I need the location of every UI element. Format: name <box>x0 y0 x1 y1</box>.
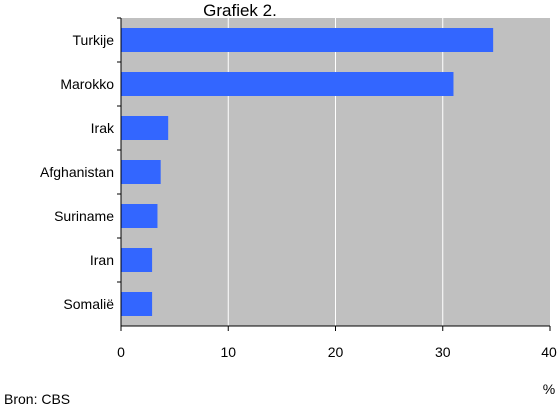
category-labels: Turkije Marokko Irak Afghanistan Suriname Ira… <box>40 32 115 312</box>
bar <box>121 28 494 52</box>
bar <box>121 248 153 272</box>
x-tick-label: 10 <box>220 344 236 360</box>
category-label: Suriname <box>54 208 114 224</box>
category-label: Marokko <box>60 76 114 92</box>
bar <box>121 292 153 316</box>
bars <box>121 28 494 316</box>
category-label: Iran <box>90 252 114 268</box>
category-label: Somalië <box>63 296 114 312</box>
x-tick-label: 0 <box>117 344 125 360</box>
chart-title: Grafiek 2. <box>203 1 277 20</box>
bar <box>121 72 454 96</box>
x-tick-label: 30 <box>435 344 451 360</box>
category-label: Turkije <box>73 32 115 48</box>
x-tick-labels: 0 10 20 30 40 <box>117 344 557 360</box>
source-label: Bron: CBS <box>4 391 70 407</box>
category-label: Irak <box>91 120 115 136</box>
x-tick-label: 40 <box>541 344 557 360</box>
bar <box>121 204 158 228</box>
x-tick-label: 20 <box>328 344 344 360</box>
bar <box>121 160 161 184</box>
grid-lines <box>227 18 444 326</box>
x-unit-label: % <box>543 381 555 397</box>
category-label: Afghanistan <box>40 164 114 180</box>
bar <box>121 116 169 140</box>
axes <box>117 17 551 331</box>
